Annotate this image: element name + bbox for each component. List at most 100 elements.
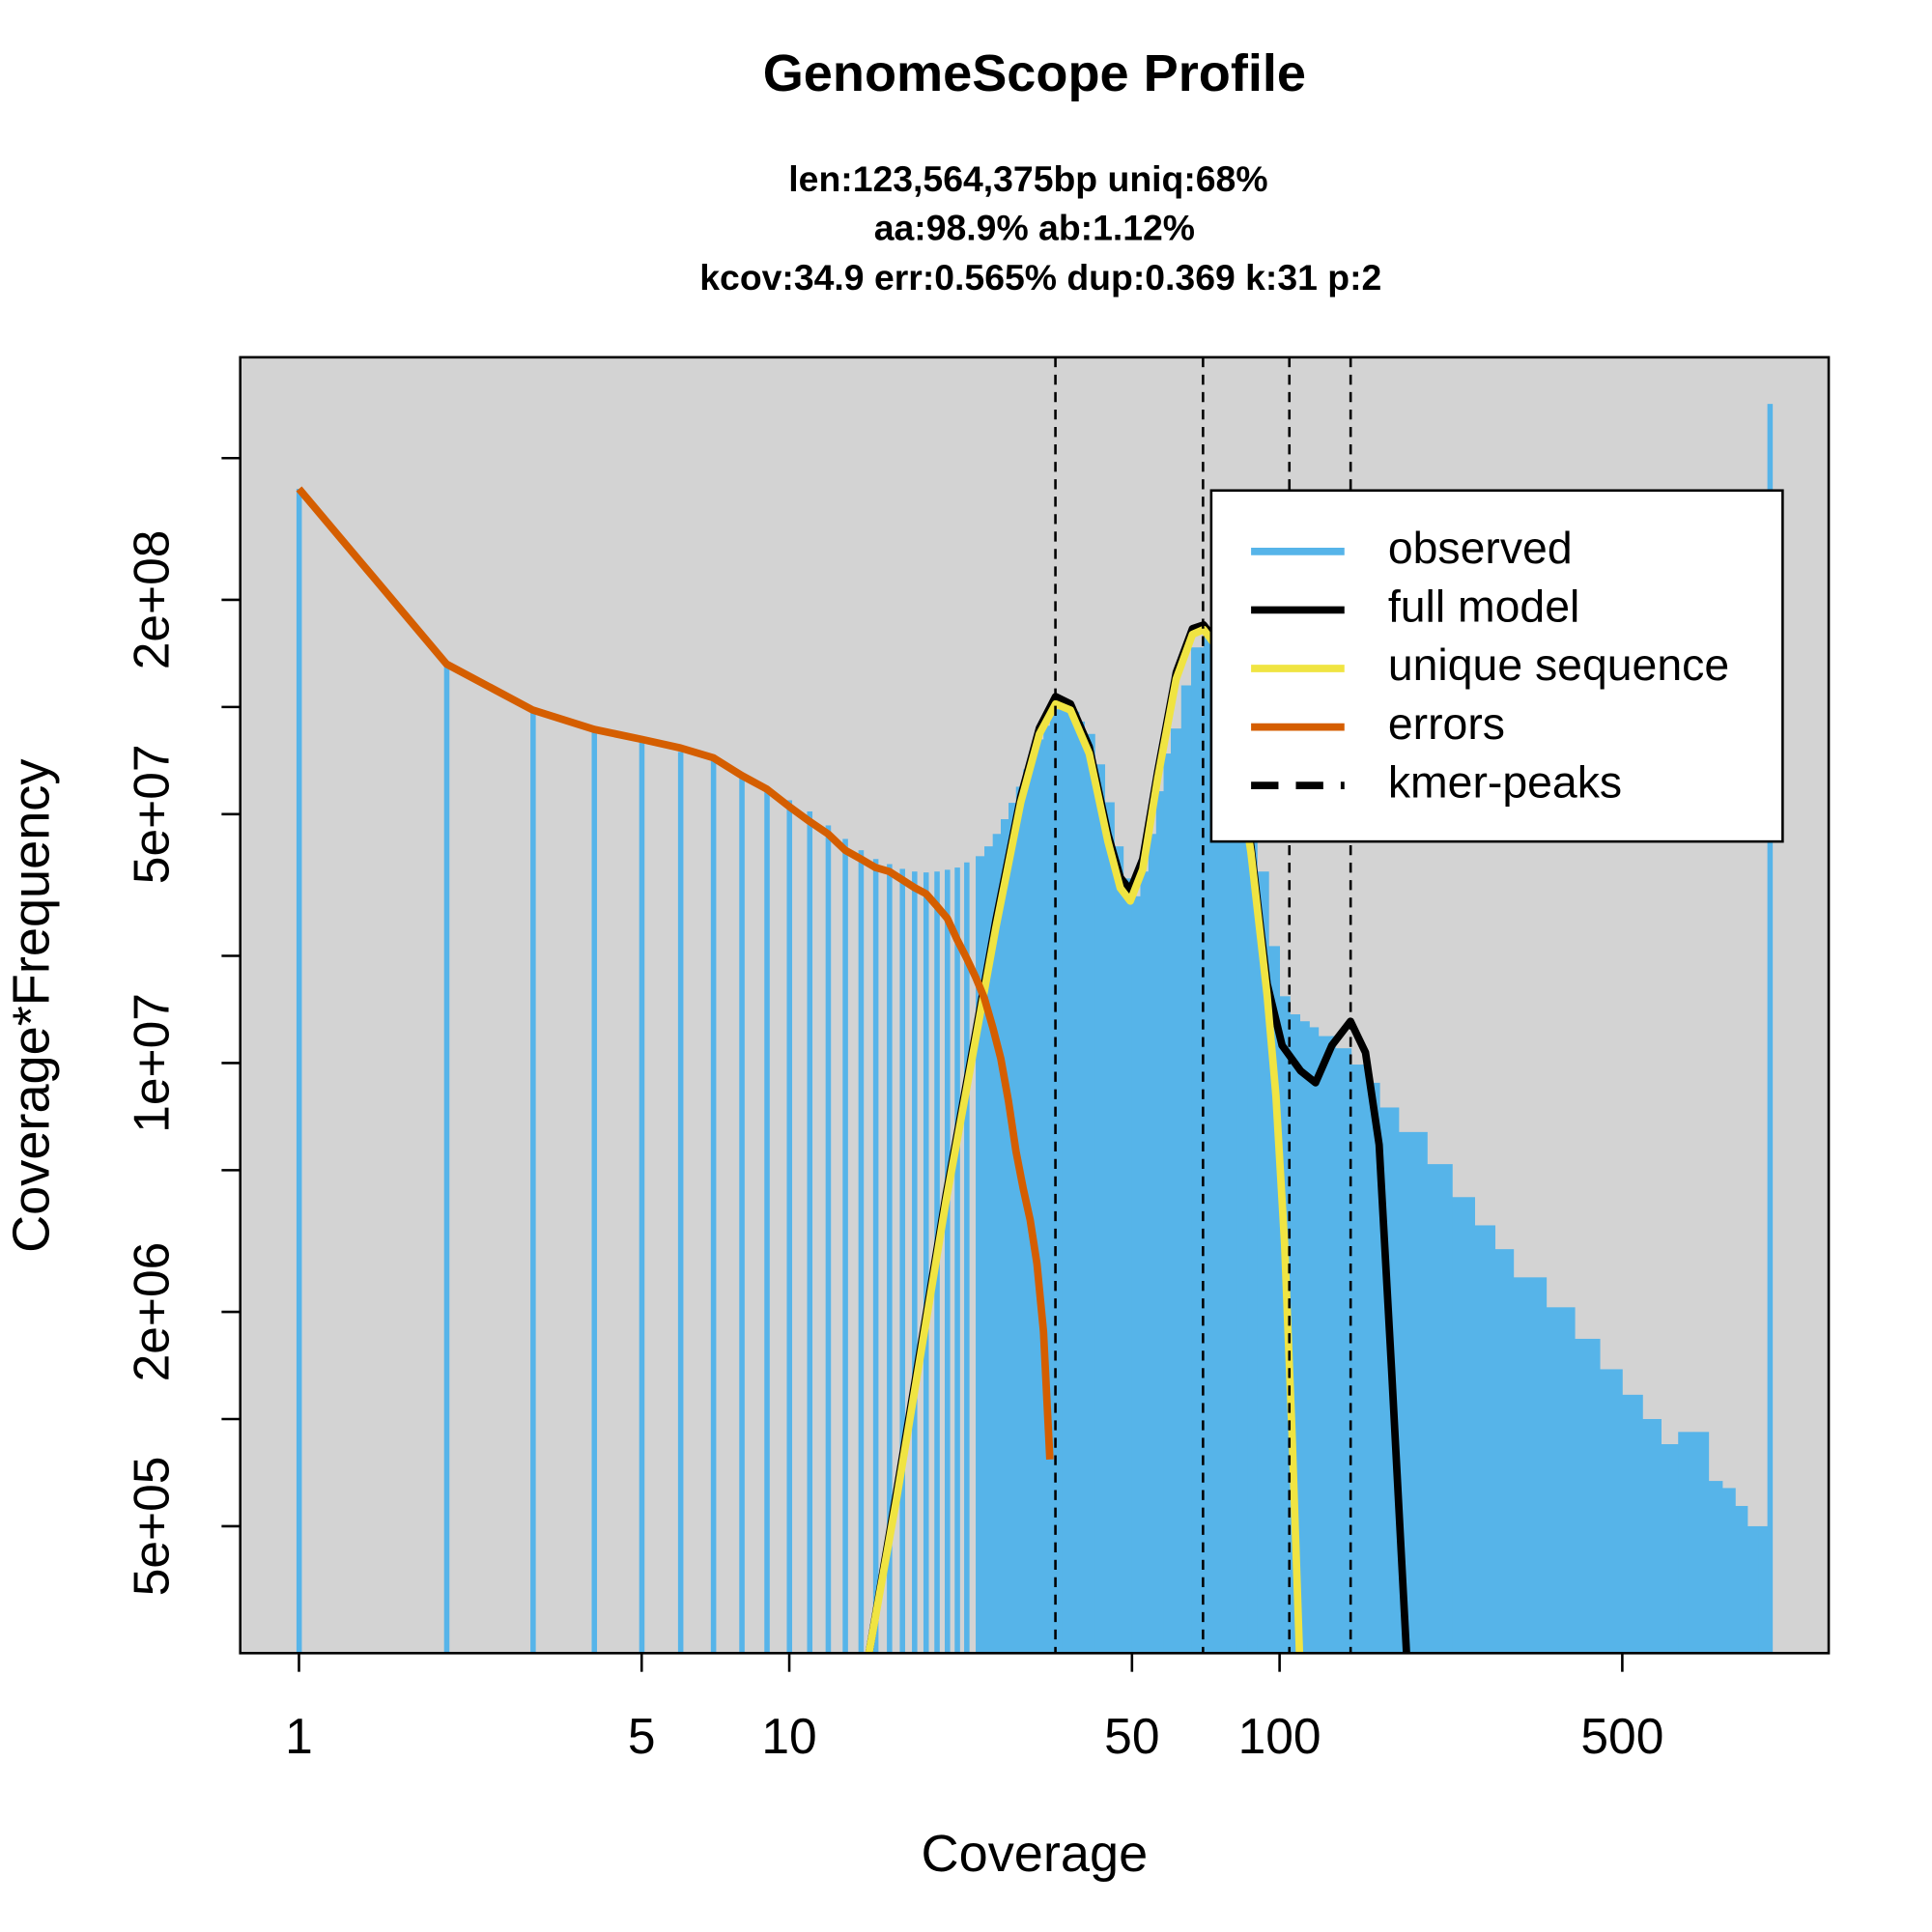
bar [1094,764,1106,1654]
legend-label: kmer-peaks [1388,756,1622,807]
bar [1191,647,1205,1654]
bar [1043,725,1051,1654]
bar [1104,802,1115,1654]
bar [1203,628,1216,1654]
bar [296,489,302,1654]
bar [739,775,745,1654]
bar [710,760,717,1654]
bar [1600,1369,1623,1654]
bar [1236,728,1248,1654]
bar [1365,1082,1380,1654]
bar [1622,1394,1643,1654]
subtitle: kcov:34.9 err:0.565% dup:0.369 k:31 p:2 [699,257,1381,298]
legend-label: observed [1388,523,1573,573]
bar [1642,1418,1662,1654]
bar [1747,1525,1760,1654]
bar [1494,1249,1515,1654]
bar [1758,1525,1771,1654]
bar [1171,728,1182,1654]
bar [1661,1443,1679,1654]
y-axis-label: Coverage*Frequency [2,759,60,1253]
bar [1350,1065,1367,1654]
bar [1427,1164,1453,1654]
bar [1247,796,1258,1654]
bar [825,825,832,1654]
bar [1009,803,1017,1654]
x-tick-label: 10 [761,1708,816,1764]
bar [1155,791,1164,1654]
bar [1309,1027,1320,1654]
legend-label: unique sequence [1388,639,1729,690]
subtitle: aa:98.9% ab:1.12% [874,207,1195,247]
bar [677,752,684,1654]
bar [1268,946,1281,1654]
bar [1131,895,1141,1654]
bar [872,859,879,1654]
plot-area [296,356,1774,1654]
bar [1452,1197,1475,1654]
x-tick-label: 5 [628,1708,656,1764]
line [865,625,1304,1654]
bar [842,838,848,1654]
bar [639,741,645,1654]
bar [1335,1048,1352,1654]
bar [1079,721,1086,1654]
bar [1030,753,1037,1654]
x-tick-label: 500 [1580,1708,1663,1764]
bar [923,872,929,1654]
bar [1693,1432,1710,1654]
y-tick-label: 5e+05 [124,1457,180,1597]
bar [1708,1481,1723,1654]
bar [1037,739,1044,1654]
bar [1000,819,1009,1654]
bar [1721,1488,1736,1654]
bar [1015,786,1024,1654]
bar [1513,1277,1548,1654]
bar [591,729,598,1654]
legend: observed full model unique sequence errors k… [1209,489,1784,843]
bar [887,864,893,1654]
bar [1575,1338,1601,1654]
bar [1067,706,1074,1654]
bar [964,862,970,1654]
bar [1318,1036,1336,1654]
bar [1290,1014,1301,1654]
bar [786,800,793,1654]
bar [1140,871,1150,1654]
bar [984,846,994,1654]
bar [1215,632,1228,1654]
bar [912,871,918,1654]
bar [976,856,985,1654]
legend-label: errors [1388,698,1505,749]
bar [1180,685,1192,1654]
bar [1546,1307,1576,1654]
bar [1226,666,1238,1654]
bar [858,850,865,1654]
x-tick-label: 1 [285,1708,313,1764]
y-tick-label: 2e+08 [124,530,180,670]
bar [1767,404,1774,1654]
chart-title: GenomeScope Profile [763,44,1306,102]
bar [764,786,770,1654]
bar [1049,715,1057,1654]
y-tick-label: 1e+07 [124,993,180,1133]
legend-label: full model [1388,582,1579,632]
bar [1299,1021,1310,1654]
bar [1163,753,1172,1654]
bar [530,710,536,1654]
bar [1678,1432,1694,1654]
bar [1084,733,1095,1654]
bar [1073,711,1080,1654]
bar [1056,709,1063,1654]
bar [1474,1225,1495,1654]
x-tick-label: 50 [1104,1708,1159,1764]
bar [1114,846,1124,1654]
bar [443,664,450,1654]
bar [1735,1505,1748,1654]
bar [954,867,960,1654]
bar [807,810,813,1654]
bar [1148,834,1157,1654]
y-tick-label: 2e+06 [124,1242,180,1382]
bar [899,868,905,1654]
